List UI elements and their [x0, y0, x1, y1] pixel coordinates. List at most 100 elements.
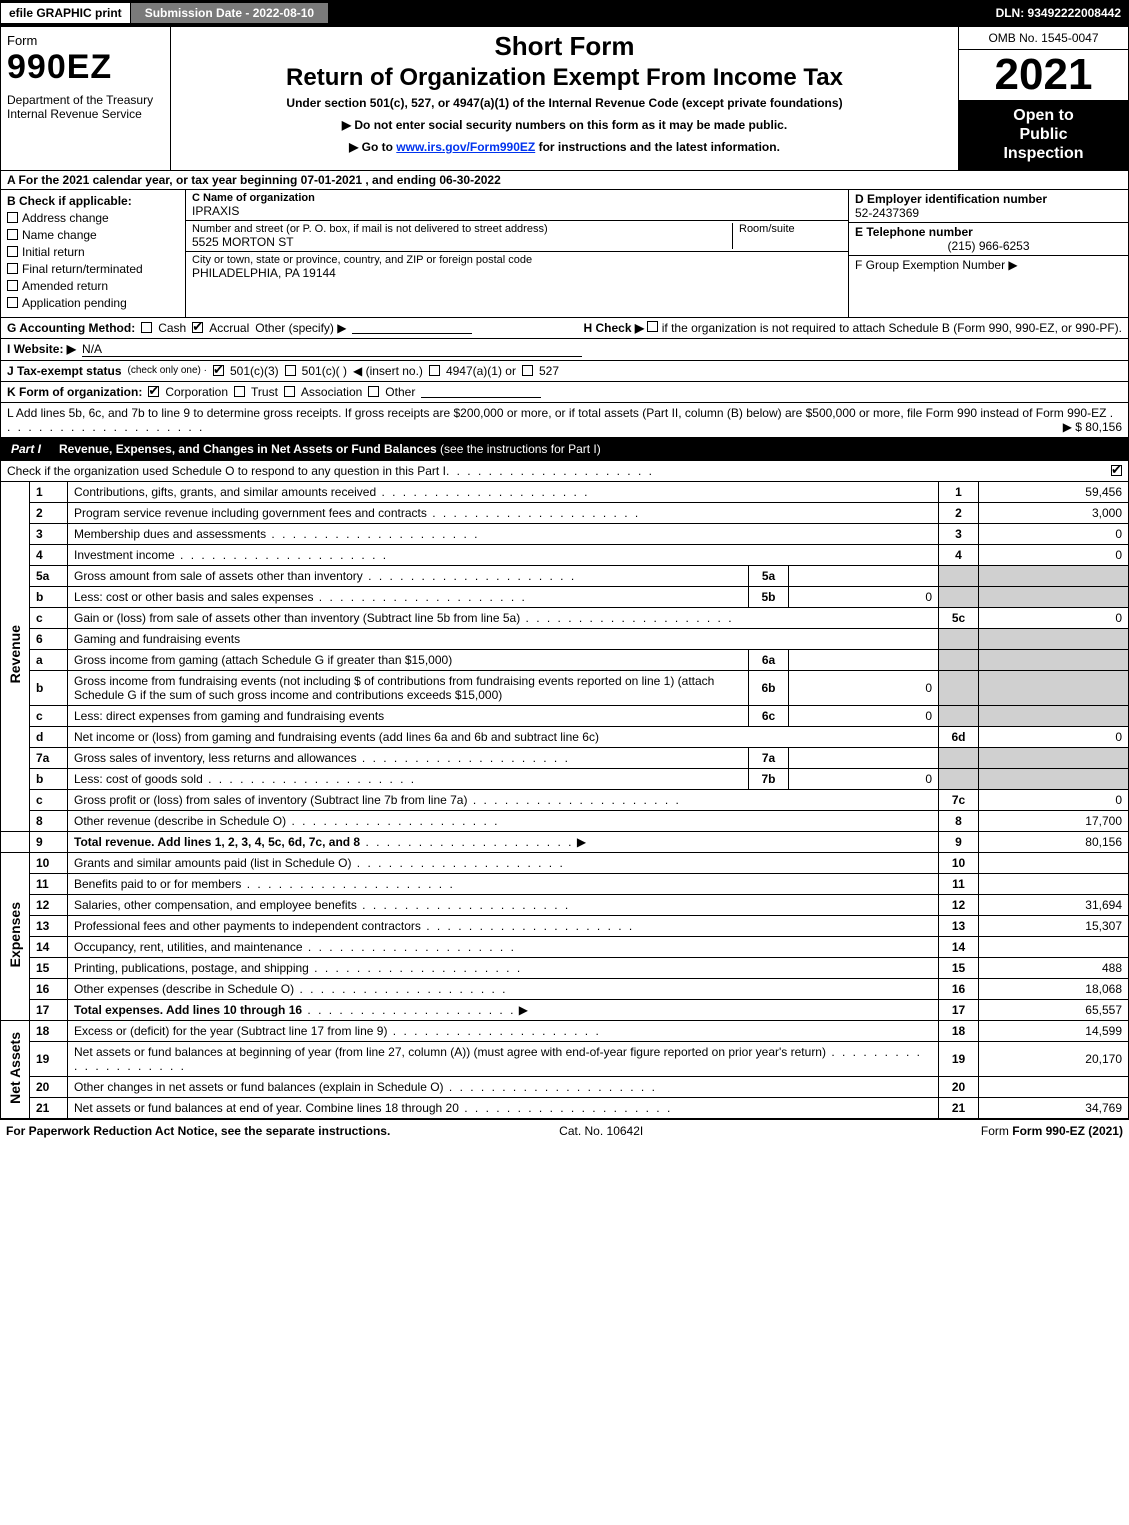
cb-4947a1[interactable] — [429, 365, 440, 376]
form-subtitle: Under section 501(c), 527, or 4947(a)(1)… — [179, 96, 950, 110]
c-city-label: City or town, state or province, country… — [192, 254, 842, 266]
short-form-title: Short Form — [179, 31, 950, 62]
line-21: 21 Net assets or fund balances at end of… — [1, 1097, 1129, 1118]
cb-527[interactable] — [522, 365, 533, 376]
h-block: H Check ▶ if the organization is not req… — [583, 321, 1122, 335]
line-12: 12 Salaries, other compensation, and emp… — [1, 894, 1129, 915]
instr-ssn: ▶ Do not enter social security numbers o… — [179, 118, 950, 132]
org-street: 5525 MORTON ST — [192, 235, 732, 249]
instr-goto-link[interactable]: www.irs.gov/Form990EZ — [396, 140, 535, 154]
line-2-amount: 3,000 — [979, 502, 1129, 523]
line-5b: b Less: cost or other basis and sales ex… — [1, 586, 1129, 607]
cb-501c3[interactable] — [213, 365, 224, 376]
line-10: Expenses 10 Grants and similar amounts p… — [1, 852, 1129, 873]
cb-h-schedule-b[interactable] — [647, 321, 658, 332]
line-7c-amount: 0 — [979, 789, 1129, 810]
line-6b: b Gross income from fundraising events (… — [1, 670, 1129, 705]
line-19-amount: 20,170 — [979, 1041, 1129, 1076]
line-15-amount: 488 — [979, 957, 1129, 978]
line-5c-amount: 0 — [979, 607, 1129, 628]
cb-association[interactable] — [284, 386, 295, 397]
line-15: 15 Printing, publications, postage, and … — [1, 957, 1129, 978]
line-13: 13 Professional fees and other payments … — [1, 915, 1129, 936]
schedule-o-text: Check if the organization used Schedule … — [7, 464, 446, 478]
form-number: 990EZ — [7, 48, 164, 87]
submission-date-button[interactable]: Submission Date - 2022-08-10 — [131, 3, 328, 23]
line-16: 16 Other expenses (describe in Schedule … — [1, 978, 1129, 999]
instr-goto-post: for instructions and the latest informat… — [535, 140, 780, 154]
cb-trust[interactable] — [234, 386, 245, 397]
part-i-header: Part I Revenue, Expenses, and Changes in… — [0, 438, 1129, 461]
omb-number: OMB No. 1545-0047 — [959, 27, 1128, 50]
line-21-amount: 34,769 — [979, 1097, 1129, 1118]
row-i-website: I Website: ▶ N/A — [0, 339, 1129, 361]
open-to-public-inspection: Open to Public Inspection — [959, 100, 1128, 170]
cb-schedule-o[interactable] — [1111, 465, 1122, 476]
ein-value: 52-2437369 — [855, 206, 1122, 220]
c-street-label: Number and street (or P. O. box, if mail… — [192, 223, 732, 235]
header-right: OMB No. 1545-0047 2021 Open to Public In… — [958, 27, 1128, 170]
instr-goto-pre: ▶ Go to — [349, 140, 396, 154]
cb-final-return[interactable] — [7, 263, 18, 274]
cb-name-change[interactable] — [7, 229, 18, 240]
other-specify-blank — [352, 322, 472, 334]
cb-amended-return[interactable] — [7, 280, 18, 291]
revenue-section-label: Revenue — [1, 482, 30, 832]
expenses-section-label: Expenses — [1, 852, 30, 1020]
netassets-section-label: Net Assets — [1, 1020, 30, 1118]
e-phone-label: E Telephone number — [855, 225, 1122, 239]
line-1: Revenue 1 Contributions, gifts, grants, … — [1, 482, 1129, 503]
line-14: 14 Occupancy, rent, utilities, and maint… — [1, 936, 1129, 957]
line-6a-subamount — [789, 649, 939, 670]
cb-other-org[interactable] — [368, 386, 379, 397]
c-name-label: C Name of organization — [192, 192, 842, 204]
line-17-amount: 65,557 — [979, 999, 1129, 1020]
line-6c: c Less: direct expenses from gaming and … — [1, 705, 1129, 726]
line-7a-subamount — [789, 747, 939, 768]
line-2: 2 Program service revenue including gove… — [1, 502, 1129, 523]
org-name: IPRAXIS — [192, 204, 842, 218]
h-label: H Check ▶ — [583, 321, 644, 335]
other-org-blank — [421, 386, 541, 398]
line-7b-subamount: 0 — [789, 768, 939, 789]
line-10-amount — [979, 852, 1129, 873]
form-title: Return of Organization Exempt From Incom… — [179, 64, 950, 92]
row-l-gross-receipts: L Add lines 5b, 6c, and 7b to line 9 to … — [0, 403, 1129, 438]
line-7a: 7a Gross sales of inventory, less return… — [1, 747, 1129, 768]
l-text: L Add lines 5b, 6c, and 7b to line 9 to … — [7, 406, 1106, 420]
line-11: 11 Benefits paid to or for members 11 — [1, 873, 1129, 894]
cb-corporation[interactable] — [148, 386, 159, 397]
efile-print-button[interactable]: efile GRAPHIC print — [0, 2, 131, 24]
line-9: 9 Total revenue. Add lines 1, 2, 3, 4, 5… — [1, 831, 1129, 852]
line-6a: a Gross income from gaming (attach Sched… — [1, 649, 1129, 670]
k-label: K Form of organization: — [7, 385, 142, 399]
dln-label: DLN: 93492222008442 — [996, 6, 1129, 20]
cb-501c[interactable] — [285, 365, 296, 376]
i-label: I Website: ▶ — [7, 342, 76, 356]
line-5c: c Gain or (loss) from sale of assets oth… — [1, 607, 1129, 628]
b-label: B Check if applicable: — [7, 194, 179, 208]
line-3-amount: 0 — [979, 523, 1129, 544]
line-17: 17 Total expenses. Add lines 10 through … — [1, 999, 1129, 1020]
line-5a: 5a Gross amount from sale of assets othe… — [1, 565, 1129, 586]
department-label: Department of the Treasury Internal Reve… — [7, 93, 164, 121]
cb-application-pending[interactable] — [7, 297, 18, 308]
cb-cash[interactable] — [141, 322, 152, 333]
col-c-org-info: C Name of organization IPRAXIS Number an… — [186, 190, 848, 317]
line-6c-subamount: 0 — [789, 705, 939, 726]
phone-value: (215) 966-6253 — [855, 239, 1122, 253]
row-j-tax-exempt: J Tax-exempt status (check only one) · 5… — [0, 361, 1129, 382]
form-word: Form — [7, 33, 164, 48]
cat-no: Cat. No. 10642I — [559, 1124, 643, 1138]
page-footer: For Paperwork Reduction Act Notice, see … — [0, 1119, 1129, 1142]
line-14-amount — [979, 936, 1129, 957]
line-7b: b Less: cost of goods sold 7b 0 — [1, 768, 1129, 789]
line-20: 20 Other changes in net assets or fund b… — [1, 1076, 1129, 1097]
line-12-amount: 31,694 — [979, 894, 1129, 915]
line-6: 6 Gaming and fundraising events — [1, 628, 1129, 649]
cb-initial-return[interactable] — [7, 246, 18, 257]
cb-accrual[interactable] — [192, 322, 203, 333]
cb-address-change[interactable] — [7, 212, 18, 223]
d-ein-label: D Employer identification number — [855, 192, 1122, 206]
line-3: 3 Membership dues and assessments 3 0 — [1, 523, 1129, 544]
